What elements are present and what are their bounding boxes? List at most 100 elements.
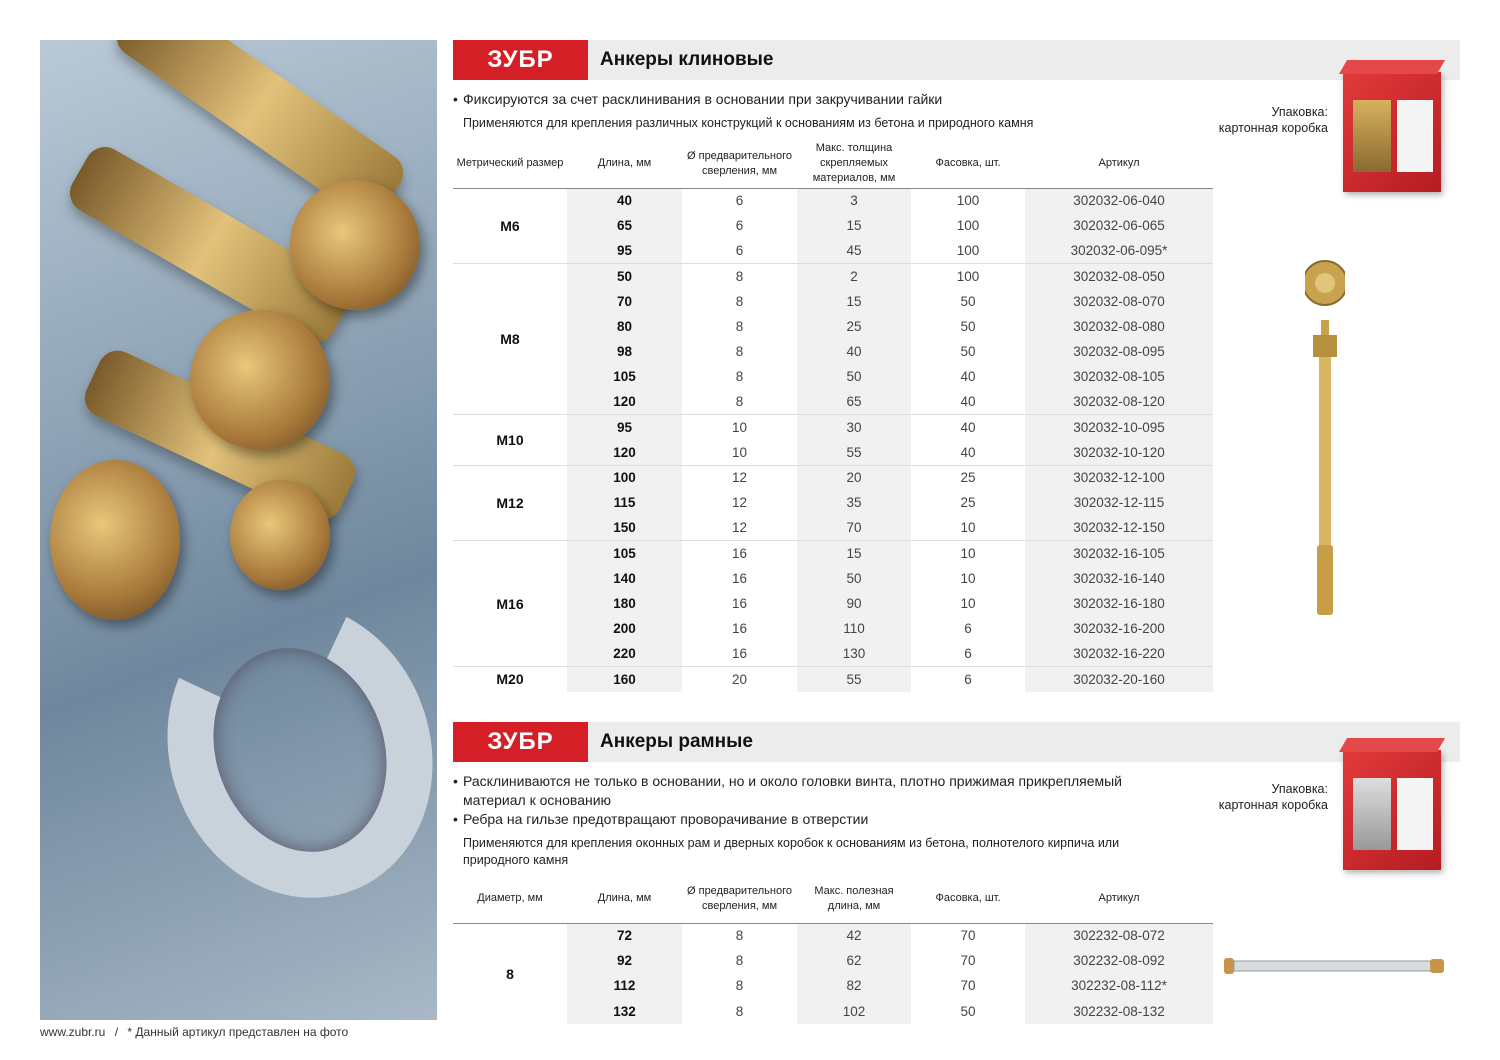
length-cell: 120 <box>567 439 682 466</box>
drill-diameter-cell: 8 <box>735 978 744 994</box>
feature-bullet: • Расклиниваются не только в основании, н… <box>453 773 1122 808</box>
article-cell: 302032-12-115 <box>1025 490 1213 516</box>
max-thickness-cell: 65 <box>797 389 911 415</box>
size-cell: M6 <box>500 217 520 234</box>
drill-diameter-cell: 16 <box>731 621 748 637</box>
table-row: 112 8 82 70 302232-08-112* <box>453 973 1213 999</box>
article-cell: 302032-12-100 <box>1025 464 1213 491</box>
max-thickness-cell: 25 <box>797 313 911 340</box>
length-cell: 115 <box>567 490 682 516</box>
article-cell: 302032-16-200 <box>1025 616 1213 642</box>
pack-qty-cell: 100 <box>956 243 980 259</box>
length-cell: 132 <box>567 998 682 1024</box>
max-thickness-cell: 82 <box>797 973 911 999</box>
length-cell: 100 <box>567 464 682 491</box>
feature-text: Фиксируются за счет расклинивания в осно… <box>463 91 943 107</box>
table-row: 70 8 15 50 302032-08-070 <box>453 288 1213 314</box>
article-cell: 302032-20-160 <box>1025 666 1213 692</box>
pack-qty-cell: 70 <box>960 928 976 944</box>
feature-text: Расклиниваются не только в основании, но… <box>463 773 1122 808</box>
drill-diameter-cell: 16 <box>731 570 748 586</box>
max-thickness-cell: 90 <box>797 591 911 617</box>
max-thickness-cell: 110 <box>797 616 911 642</box>
table-row: 65 6 15 100 302032-06-065 <box>453 213 1213 239</box>
packaging-info: Упаковка: картонная коробка <box>1190 781 1328 813</box>
column-header: Длина, мм <box>567 140 682 189</box>
column-header: Фасовка, шт. <box>911 140 1025 189</box>
article-cell: 302032-12-150 <box>1025 515 1213 541</box>
article-cell: 302032-06-065 <box>1025 213 1213 239</box>
table-row: 8 72 8 42 70 302232-08-072 <box>453 923 1213 982</box>
drill-diameter-cell: 8 <box>735 344 744 360</box>
table-row: 95 6 45 100 302032-06-095* <box>453 238 1213 264</box>
article-cell: 302232-08-112* <box>1025 973 1213 999</box>
section-title: Анкеры рамные <box>600 731 753 752</box>
table-row: 140 16 50 10 302032-16-140 <box>453 565 1213 591</box>
table-row: 200 16 110 6 302032-16-200 <box>453 616 1213 642</box>
max-thickness-cell: 50 <box>797 565 911 591</box>
length-cell: 92 <box>567 948 682 974</box>
pack-qty-cell: 50 <box>960 344 976 360</box>
frame-anchor-image <box>1224 958 1444 974</box>
max-thickness-cell: 2 <box>797 263 911 289</box>
packaging-label: Упаковка: <box>1271 782 1328 796</box>
length-cell: 40 <box>567 188 682 214</box>
article-cell: 302032-10-120 <box>1025 439 1213 466</box>
usage-note: Применяются для крепления различных конс… <box>463 116 1034 130</box>
drill-diameter-cell: 10 <box>731 444 748 460</box>
max-thickness-cell: 55 <box>797 439 911 466</box>
max-thickness-cell: 45 <box>797 238 911 264</box>
pack-qty-cell: 10 <box>960 520 976 536</box>
article-cell: 302032-16-105 <box>1025 540 1213 566</box>
table-row: M10 95 10 30 40 302032-10-095 <box>453 414 1213 466</box>
column-header: Диаметр, мм <box>453 875 567 924</box>
length-cell: 50 <box>567 263 682 289</box>
length-cell: 72 <box>567 923 682 949</box>
packaging-info: Упаковка: картонная коробка <box>1190 104 1328 136</box>
column-header: Макс. толщина скрепляемых материалов, мм <box>797 140 911 189</box>
max-thickness-cell: 42 <box>797 923 911 949</box>
length-cell: 150 <box>567 515 682 541</box>
table-row: M16 105 16 15 10 302032-16-105 <box>453 540 1213 667</box>
max-thickness-cell: 15 <box>797 213 911 239</box>
article-cell: 302232-08-092 <box>1025 948 1213 974</box>
drill-diameter-cell: 8 <box>735 394 744 410</box>
table-row: 120 8 65 40 302032-08-120 <box>453 389 1213 415</box>
drill-diameter-cell: 6 <box>735 218 744 234</box>
max-thickness-cell: 40 <box>797 339 911 365</box>
size-cell: 8 <box>506 965 514 982</box>
website-link[interactable]: www.zubr.ru <box>40 1025 106 1039</box>
length-cell: 120 <box>567 389 682 415</box>
feature-bullet: • Ребра на гильзе предотвращают проворачи… <box>453 811 869 827</box>
table-row: 98 8 40 50 302032-08-095 <box>453 339 1213 365</box>
footer: www.zubr.ru / * Данный артикул представл… <box>40 1025 348 1039</box>
length-cell: 140 <box>567 565 682 591</box>
pack-qty-cell: 40 <box>960 394 976 410</box>
article-cell: 302032-16-180 <box>1025 591 1213 617</box>
column-header: Фасовка, шт. <box>911 875 1025 924</box>
length-cell: 95 <box>567 414 682 440</box>
length-cell: 65 <box>567 213 682 239</box>
max-thickness-cell: 130 <box>797 641 911 667</box>
column-header: Метрический размер <box>453 140 567 189</box>
max-thickness-cell: 50 <box>797 364 911 390</box>
column-header: Ø предварительного сверления, мм <box>682 140 797 189</box>
drill-diameter-cell: 16 <box>731 596 748 612</box>
section-header-frame-anchors: ЗУБР Анкеры рамные <box>453 722 1460 762</box>
table-row: 115 12 35 25 302032-12-115 <box>453 490 1213 516</box>
pack-qty-cell: 10 <box>960 570 976 586</box>
table-row: 92 8 62 70 302232-08-092 <box>453 948 1213 974</box>
column-header: Макс. полезная длина, мм <box>797 875 911 924</box>
size-cell: M10 <box>453 414 567 466</box>
pack-qty-cell: 6 <box>964 646 972 662</box>
article-cell: 302032-10-095 <box>1025 414 1213 440</box>
drill-diameter-cell: 6 <box>735 243 744 259</box>
max-thickness-cell: 15 <box>797 288 911 314</box>
article-cell: 302232-08-132 <box>1025 998 1213 1024</box>
drill-diameter-cell: 8 <box>735 293 744 309</box>
pack-qty-cell: 70 <box>960 953 976 969</box>
product-photo-anchors <box>40 40 437 1020</box>
table-header-row: Метрический размер Длина, мм Ø предварител… <box>453 140 1213 189</box>
length-cell: 105 <box>567 364 682 390</box>
brand-logo-text: ЗУБР <box>487 46 554 73</box>
